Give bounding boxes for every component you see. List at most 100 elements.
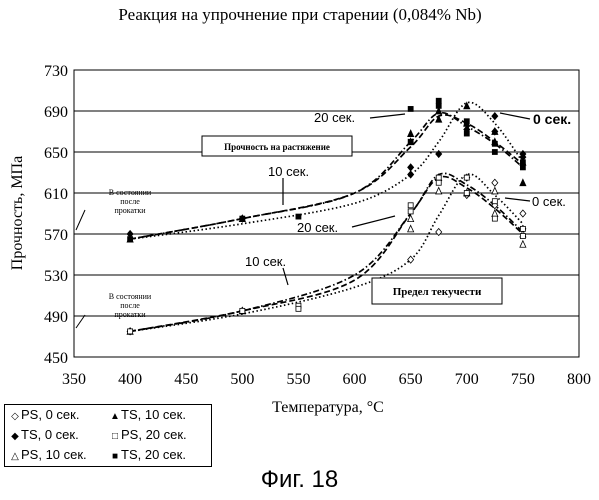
marker-square-filled bbox=[408, 139, 413, 144]
legend-triangle-filled-icon: ▲ bbox=[109, 410, 121, 424]
x-tick-labels: 350400450500550600650700750800 bbox=[62, 371, 591, 388]
legend-square-open-icon: □ bbox=[109, 430, 121, 444]
marker-triangle-filled bbox=[520, 179, 526, 186]
marker-square-open bbox=[240, 308, 245, 313]
ts-label-text: Прочность на растяжение bbox=[224, 142, 330, 152]
marker-square-filled bbox=[240, 216, 245, 221]
initial-state-ts-line2: после bbox=[120, 197, 140, 206]
legend-label: TS, 0 сек. bbox=[21, 427, 79, 442]
ps-10s-pointer bbox=[283, 268, 288, 285]
ts-0s-pointer bbox=[500, 113, 530, 119]
legend-item-ps-0s: ◇PS, 0 сек. bbox=[9, 408, 79, 424]
ps-20s-pointer bbox=[352, 216, 395, 227]
marker-square-filled bbox=[464, 131, 469, 136]
marker-square-filled bbox=[436, 103, 441, 108]
legend-label: PS, 0 сек. bbox=[21, 407, 79, 422]
x-tick-label: 450 bbox=[174, 371, 198, 388]
marker-square-open bbox=[492, 216, 497, 221]
marker-triangle-filled bbox=[408, 130, 414, 137]
ts-20s-label: 20 сек. bbox=[314, 110, 355, 125]
legend-item-ts-0s: ◆TS, 0 сек. bbox=[9, 428, 79, 444]
marker-square-filled bbox=[492, 141, 497, 146]
marker-square-filled bbox=[128, 237, 133, 242]
y-tick-label: 450 bbox=[44, 350, 68, 367]
initial-state-ts-line1: В состоянии bbox=[109, 188, 152, 197]
ps-label-text: Предел текучести bbox=[393, 286, 482, 298]
legend-label: TS, 10 сек. bbox=[121, 407, 186, 422]
figure-caption: Фиг. 18 bbox=[0, 466, 599, 494]
ps-10s-label: 10 сек. bbox=[245, 254, 286, 269]
marker-triangle-open bbox=[492, 187, 498, 194]
marker-square-filled bbox=[408, 106, 413, 111]
y-tick-label: 650 bbox=[44, 145, 68, 162]
marker-diamond-filled bbox=[408, 171, 414, 178]
curve-ps-dashdot bbox=[130, 173, 523, 331]
x-tick-label: 550 bbox=[286, 371, 310, 388]
legend-item-ts-10s: ▲TS, 10 сек. bbox=[109, 408, 186, 424]
y-tick-label: 690 bbox=[44, 104, 68, 121]
x-axis-label: Температура, °С bbox=[272, 399, 384, 416]
marker-square-filled bbox=[464, 119, 469, 124]
marker-square-open bbox=[436, 175, 441, 180]
legend: ◇PS, 0 сек. ▲TS, 10 сек. ◆TS, 0 сек. □PS… bbox=[4, 404, 212, 467]
y-tick-labels: 450490530570610650690730 bbox=[44, 63, 68, 367]
marker-square-open bbox=[520, 234, 525, 239]
legend-item-ps-10s: △PS, 10 сек. bbox=[9, 448, 87, 464]
marker-square-open bbox=[128, 329, 133, 334]
marker-diamond-open bbox=[520, 210, 526, 217]
ps-20s-label: 20 сек. bbox=[297, 220, 338, 235]
legend-label: TS, 20 сек. bbox=[121, 447, 186, 462]
legend-square-filled-icon: ■ bbox=[109, 450, 121, 464]
initial-state-ps-line2: после bbox=[120, 301, 140, 310]
chart-title: Реакция на упрочнение при старении (0,08… bbox=[118, 5, 481, 24]
marker-square-filled bbox=[520, 165, 525, 170]
x-tick-label: 500 bbox=[230, 371, 254, 388]
marker-square-filled bbox=[296, 214, 301, 219]
initial-state-ts-pointer bbox=[76, 210, 85, 230]
ts-20s-pointer bbox=[370, 114, 405, 118]
marker-square-open bbox=[408, 203, 413, 208]
marker-triangle-open bbox=[436, 187, 442, 194]
marker-square-filled bbox=[436, 98, 441, 103]
legend-diamond-open-icon: ◇ bbox=[9, 410, 21, 424]
ts-10s-label: 10 сек. bbox=[268, 164, 309, 179]
initial-state-ps-line3: прокатки bbox=[114, 310, 146, 319]
initial-state-ps-line1: В состоянии bbox=[109, 292, 152, 301]
marker-square-open bbox=[296, 306, 301, 311]
marker-square-open bbox=[520, 226, 525, 231]
x-tick-label: 800 bbox=[567, 371, 591, 388]
legend-label: PS, 20 сек. bbox=[121, 427, 187, 442]
legend-triangle-open-icon: △ bbox=[9, 450, 21, 464]
marker-square-open bbox=[492, 199, 497, 204]
marker-diamond-open bbox=[492, 179, 498, 186]
y-tick-label: 490 bbox=[44, 309, 68, 326]
x-tick-label: 750 bbox=[511, 371, 535, 388]
x-tick-label: 350 bbox=[62, 371, 86, 388]
legend-item-ps-20s: □PS, 20 сек. bbox=[109, 428, 187, 444]
marker-diamond-filled bbox=[492, 113, 498, 120]
initial-state-ps-pointer bbox=[76, 315, 85, 328]
ps-0s-pointer bbox=[505, 198, 530, 201]
marker-square-filled bbox=[492, 150, 497, 155]
curve-ps-dotted bbox=[130, 174, 523, 331]
marker-square-open bbox=[464, 191, 469, 196]
x-tick-label: 600 bbox=[343, 371, 367, 388]
ps-0s-label: 0 сек. bbox=[532, 194, 566, 209]
marker-square-open bbox=[464, 175, 469, 180]
x-tick-label: 700 bbox=[455, 371, 479, 388]
ts-0s-label: 0 сек. bbox=[533, 111, 571, 127]
marker-diamond-filled bbox=[408, 164, 414, 171]
marker-triangle-open bbox=[408, 225, 414, 232]
y-tick-label: 530 bbox=[44, 268, 68, 285]
curve-ps-dashed bbox=[130, 177, 523, 332]
y-tick-label: 570 bbox=[44, 227, 68, 244]
marker-square-open bbox=[408, 209, 413, 214]
y-axis-label: Прочность, МПа bbox=[9, 156, 26, 270]
marker-triangle-open bbox=[520, 241, 526, 248]
marker-square-filled bbox=[520, 160, 525, 165]
y-tick-label: 730 bbox=[44, 63, 68, 80]
initial-state-ts-line3: прокатки bbox=[114, 206, 146, 215]
x-tick-label: 400 bbox=[118, 371, 142, 388]
legend-label: PS, 10 сек. bbox=[21, 447, 87, 462]
legend-diamond-filled-icon: ◆ bbox=[9, 430, 21, 444]
